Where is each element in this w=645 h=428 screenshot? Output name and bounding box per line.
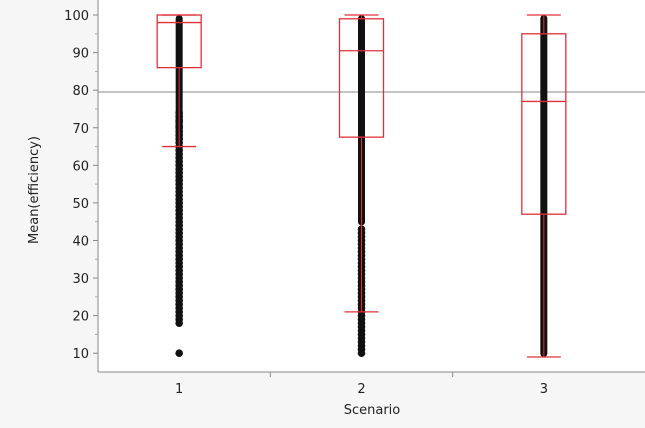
x-tick-label: 1 — [175, 382, 183, 397]
data-point — [175, 319, 183, 327]
y-tick-label: 80 — [72, 84, 89, 99]
x-tick-label: 2 — [357, 382, 365, 397]
plot-background — [98, 0, 645, 372]
y-tick-label: 90 — [72, 47, 89, 62]
data-point — [175, 349, 183, 358]
y-tick-label: 30 — [72, 272, 89, 287]
box-group-1 — [156, 14, 202, 358]
y-axis-title: Mean(efficiency) — [27, 136, 42, 244]
x-axis: 1 2 3 — [175, 372, 548, 397]
box-group-3 — [521, 14, 567, 358]
data-point — [357, 349, 366, 358]
box — [156, 14, 202, 69]
y-tick-label: 70 — [72, 122, 89, 137]
y-tick-label: 50 — [72, 197, 89, 212]
y-tick-label: 20 — [72, 310, 89, 325]
y-tick-label: 100 — [64, 9, 89, 24]
y-tick-label: 60 — [72, 159, 89, 174]
chart-marks — [156, 14, 567, 358]
y-axis: 10 20 30 40 50 60 70 80 90 100 — [64, 9, 98, 362]
box — [338, 18, 385, 138]
box-group-2 — [338, 14, 385, 358]
dense-points — [358, 15, 365, 226]
y-tick-label: 40 — [72, 234, 89, 249]
y-tick-label: 10 — [72, 347, 89, 362]
x-axis-title: Scenario — [344, 403, 401, 418]
x-tick-label: 3 — [540, 382, 548, 397]
dense-points — [540, 15, 548, 357]
box — [521, 33, 567, 215]
